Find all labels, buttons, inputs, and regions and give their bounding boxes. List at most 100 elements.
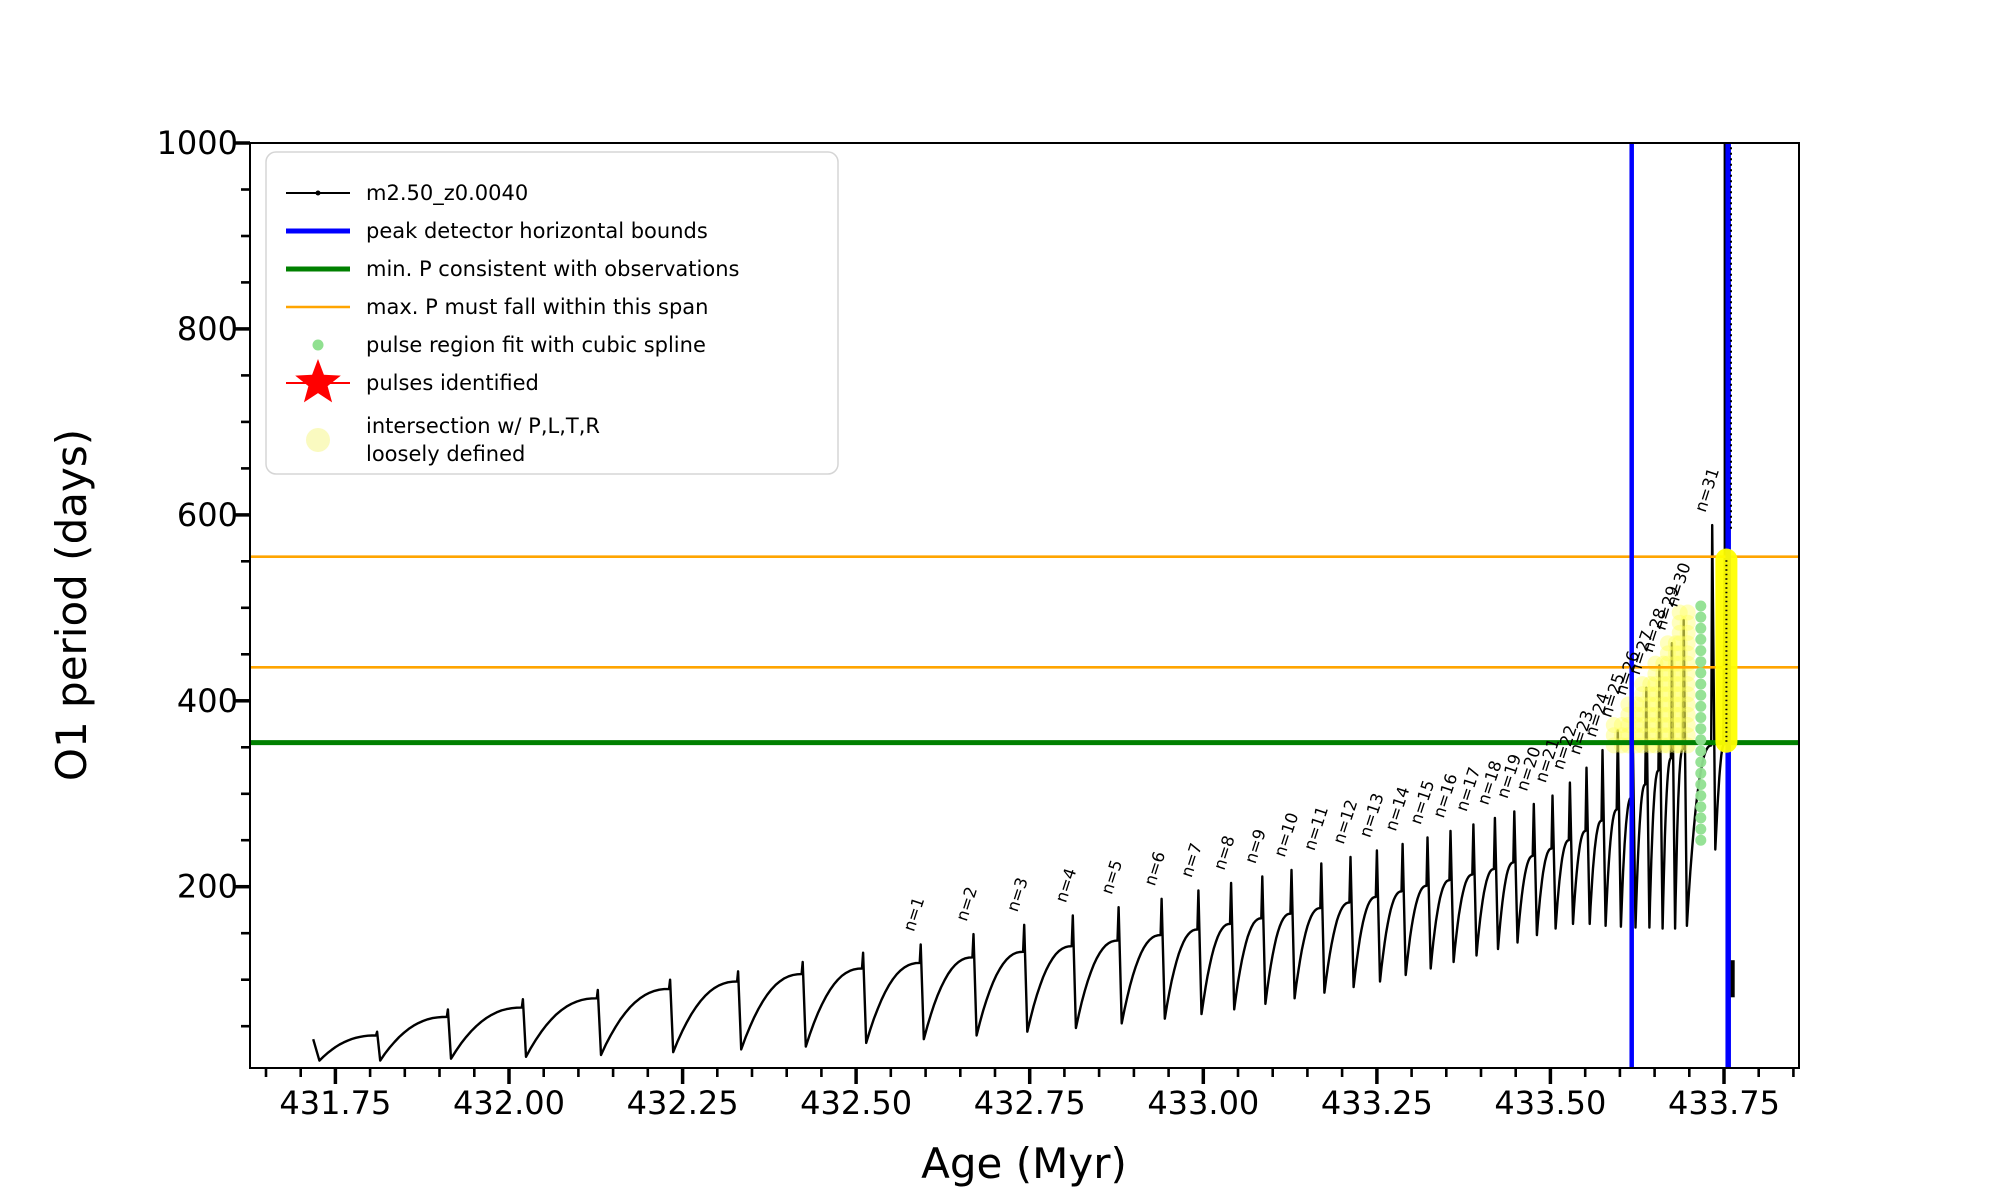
pulse-labels-group: n=1 n=2 n=3 n=4 n=5 n=6 n=7 n=8 n=9 n=10n=11n=12n… bbox=[899, 465, 1723, 933]
y-axis-label: O1 period (days) bbox=[47, 429, 96, 781]
intersection-dot bbox=[1642, 676, 1659, 693]
intersection-dot bbox=[1667, 717, 1684, 733]
plot-border bbox=[249, 142, 1800, 1069]
x-tick-label: 432.50 bbox=[800, 1084, 912, 1122]
intersection-dot bbox=[1659, 635, 1676, 652]
legend-marker-dot bbox=[306, 428, 330, 452]
intersection-dot bbox=[1659, 665, 1676, 682]
spline-dot bbox=[1695, 622, 1707, 634]
intersection-dot bbox=[1613, 727, 1630, 744]
spline-dot bbox=[1695, 801, 1707, 813]
legend-label: pulses identified bbox=[366, 371, 539, 395]
intersection-dot bbox=[1671, 727, 1688, 744]
pulse-label-n=11: n=11 bbox=[1300, 804, 1332, 853]
intersection-dot bbox=[1679, 717, 1696, 733]
pulse-label-n=13: n=13 bbox=[1356, 791, 1388, 840]
intersection-dot bbox=[1642, 706, 1659, 723]
pulse-label-n=4: n=4 bbox=[1052, 866, 1081, 905]
intersection-dot bbox=[1647, 727, 1664, 744]
pulse-label-n=3: n=3 bbox=[1003, 875, 1032, 914]
intersection-dot bbox=[1679, 696, 1696, 713]
intersection-dot bbox=[1634, 717, 1651, 733]
x-tick-label: 432.75 bbox=[974, 1084, 1086, 1122]
intersection-dot bbox=[1634, 706, 1651, 723]
intersection-dot bbox=[1647, 686, 1664, 703]
x-tick-label: 432.25 bbox=[627, 1084, 739, 1122]
legend-label: min. P consistent with observations bbox=[366, 257, 739, 281]
yellow-band-group bbox=[1715, 143, 1738, 998]
legend-marker-dot bbox=[312, 339, 324, 351]
pulse-label-n=6: n=6 bbox=[1140, 849, 1169, 888]
intersection-dot bbox=[1671, 604, 1688, 621]
legend-label: m2.50_z0.0040 bbox=[366, 181, 528, 206]
intersection-dot bbox=[1671, 696, 1688, 713]
intersection-dot bbox=[1647, 706, 1664, 723]
track-curve bbox=[312, 143, 1726, 1062]
x-axis-label: Age (Myr) bbox=[921, 1139, 1127, 1188]
intersection-dot bbox=[1659, 676, 1676, 693]
pulse-label-n=9: n=9 bbox=[1241, 827, 1270, 866]
x-tick-label: 433.00 bbox=[1147, 1084, 1259, 1122]
intersection-dot bbox=[1671, 686, 1688, 703]
x-tick-label: 433.25 bbox=[1321, 1084, 1433, 1122]
intersection-dot bbox=[1647, 696, 1664, 713]
pulse-label-n=8: n=8 bbox=[1210, 833, 1239, 872]
intersection-dot bbox=[1667, 727, 1684, 744]
intersection-dot bbox=[1667, 706, 1684, 723]
intersection-dot bbox=[1634, 727, 1651, 744]
y-tick-label: 1000 bbox=[157, 124, 238, 162]
intersection-dot bbox=[1679, 686, 1696, 703]
intersection-dot bbox=[1679, 665, 1696, 682]
intersection-dot bbox=[1659, 727, 1676, 744]
intersection-dot bbox=[1655, 717, 1672, 733]
spline-dot bbox=[1695, 700, 1707, 712]
intersection-dot bbox=[1647, 717, 1664, 733]
intersection-dot bbox=[1655, 696, 1672, 713]
spline-dot bbox=[1695, 611, 1707, 623]
intersection-dot bbox=[1659, 686, 1676, 703]
intersection-dot bbox=[1667, 696, 1684, 713]
legend-label: intersection w/ P,L,T,R bbox=[366, 414, 600, 438]
x-tick-label: 431.75 bbox=[279, 1084, 391, 1122]
x-tick-label: 433.50 bbox=[1494, 1084, 1606, 1122]
intersection-dot bbox=[1655, 706, 1672, 723]
spline-dot bbox=[1695, 834, 1707, 846]
legend-label: max. P must fall within this span bbox=[366, 295, 708, 319]
intersection-dot bbox=[1667, 676, 1684, 693]
spline-dot bbox=[1695, 645, 1707, 657]
legend-box bbox=[265, 151, 839, 475]
intersection-dot bbox=[1671, 676, 1688, 693]
intersection-dot bbox=[1679, 614, 1696, 631]
spline-dot bbox=[1695, 633, 1707, 645]
spline-dot bbox=[1695, 600, 1707, 612]
intersection-dot bbox=[1671, 645, 1688, 662]
intersection-dot bbox=[1671, 614, 1688, 631]
pulse-label-n=5: n=5 bbox=[1097, 857, 1126, 896]
intersection-dot bbox=[1655, 686, 1672, 703]
intersection-dot bbox=[1679, 676, 1696, 693]
spline-dot bbox=[1695, 678, 1707, 690]
legend-label: peak detector horizontal bounds bbox=[366, 219, 708, 243]
y-tick-label: 200 bbox=[177, 868, 238, 906]
spline-dot bbox=[1695, 656, 1707, 668]
intersection-dot bbox=[1667, 635, 1684, 652]
axes-group: 431.75 432.00 432.25 432.50 432.75 433.00 433.… bbox=[157, 124, 1800, 1122]
intersection-dot bbox=[1634, 696, 1651, 713]
intersection-dot bbox=[1679, 727, 1696, 744]
evolution-track-group bbox=[312, 143, 1726, 1062]
intersection-dot bbox=[1659, 717, 1676, 733]
pulse-label-n=2: n=2 bbox=[952, 884, 981, 923]
spline-dot bbox=[1695, 734, 1707, 746]
intersection-dot bbox=[1667, 686, 1684, 703]
legend-label: pulse region fit with cubic spline bbox=[366, 333, 706, 357]
intersection-dot bbox=[1655, 676, 1672, 693]
intersection-dot bbox=[1679, 624, 1696, 641]
y-tick-label: 600 bbox=[177, 496, 238, 534]
intersection-dot bbox=[1647, 665, 1664, 682]
intersection-dot bbox=[1671, 665, 1688, 682]
intersection-dot bbox=[1655, 665, 1672, 682]
spline-dot bbox=[1695, 790, 1707, 802]
intersection-dot bbox=[1613, 717, 1630, 733]
